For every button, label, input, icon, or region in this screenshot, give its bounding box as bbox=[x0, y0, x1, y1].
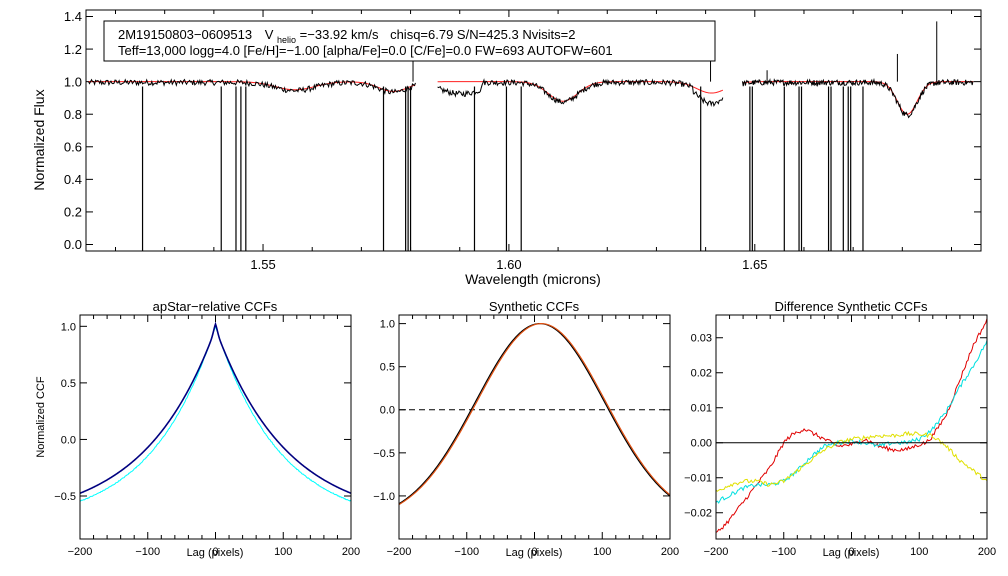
spectrum-xlabel: Wavelength (microns) bbox=[465, 271, 601, 287]
diff-series-yellow bbox=[715, 430, 988, 492]
synthetic-ccf-ytick-label: −0.5 bbox=[373, 448, 395, 460]
spectrum-ytick-label: 0.2 bbox=[64, 205, 82, 220]
apstar-ccf-xtick-label: 100 bbox=[274, 546, 292, 558]
apstar-ccf-xlabel: Lag (pixels) bbox=[187, 547, 244, 559]
ccf-series-synthetic-B bbox=[398, 323, 671, 506]
synthetic-ccf-ytick-label: 0.0 bbox=[380, 405, 395, 417]
model-spectrum-chip-1 bbox=[88, 81, 416, 92]
difference-ccf-ytick-label: 0.01 bbox=[691, 403, 712, 415]
annotation-box bbox=[103, 20, 716, 62]
synthetic-ccf-panel: Synthetic CCFs Lag (pixels) −200 −100 0 100… bbox=[373, 299, 679, 559]
synthetic-ccf-ytick-label: 1.0 bbox=[380, 319, 395, 331]
synthetic-ccf-ytick-label: −1.0 bbox=[373, 491, 395, 503]
vhelio-subscript: helio bbox=[277, 35, 296, 45]
apstar-ccf-title: apStar−relative CCFs bbox=[153, 299, 278, 314]
observed-spectrum-chip-3 bbox=[742, 77, 974, 119]
spectrum-ytick-label: 0.6 bbox=[64, 139, 82, 154]
synthetic-ccf-data bbox=[398, 323, 671, 506]
apstar-ccf-xtick-label: −200 bbox=[68, 546, 93, 558]
diff-series-red bbox=[715, 318, 988, 533]
annotation-line-1: 2M19150803−0609513 V helio =−33.92 km/s … bbox=[118, 27, 575, 46]
spectrum-annotation: 2M19150803−0609513 V helio =−33.92 km/s … bbox=[103, 20, 716, 62]
synthetic-ccf-frame bbox=[398, 314, 671, 540]
apstar-ccf-panel: apStar−relative CCFs Normalized CCF Lag … bbox=[35, 299, 360, 559]
apstar-ccf-frame bbox=[79, 314, 352, 540]
apstar-ccf-ytick-label: −0.5 bbox=[54, 491, 76, 503]
synthetic-ccf-title: Synthetic CCFs bbox=[489, 299, 580, 314]
synthetic-ccf-xtick-label: −200 bbox=[387, 546, 412, 558]
spectrum-ytick-label: 1.4 bbox=[64, 9, 82, 24]
difference-ccf-ytick-label: 0.02 bbox=[691, 368, 712, 380]
apstar-ccf-ytick-label: 1.0 bbox=[61, 321, 76, 333]
apstar-ccf-data bbox=[79, 321, 352, 502]
apstar-ccf-xtick-label: 0 bbox=[212, 546, 218, 558]
spectrum-xtick-label: 1.60 bbox=[496, 257, 521, 272]
difference-ccf-ytick-label: −0.02 bbox=[684, 508, 712, 520]
difference-ccf-xtick-label: 100 bbox=[910, 546, 928, 558]
spectrum-xtick-label: 1.55 bbox=[250, 257, 275, 272]
difference-ccf-data bbox=[715, 318, 988, 533]
apstar-ccf-ytick-label: 0.5 bbox=[61, 378, 76, 390]
model-spectrum-chip-3 bbox=[742, 81, 974, 115]
spectrum-panel: Normalized Flux Wavelength (microns) 1.5… bbox=[31, 9, 982, 287]
synthetic-ccf-ticks: −200 −100 0 100 200 −1.0 −0.5 0.0 0.5 1.0 bbox=[373, 315, 679, 558]
ccf-series-visit-1 bbox=[79, 325, 352, 502]
ccf-series-visit-2 bbox=[79, 321, 352, 494]
ccf-series-synthetic-A bbox=[398, 323, 671, 505]
spectrum-ylabel: Normalized Flux bbox=[31, 89, 47, 190]
difference-ccf-xlabel: Lag (pixels) bbox=[823, 547, 880, 559]
spectrum-xtick-label: 1.65 bbox=[742, 257, 767, 272]
vhelio-symbol: V bbox=[265, 27, 274, 42]
apstar-ccf-xtick-label: −100 bbox=[135, 546, 160, 558]
difference-ccf-xtick-label: −100 bbox=[771, 546, 796, 558]
spectrum-plot-frame bbox=[85, 9, 982, 252]
synthetic-ccf-xlabel: Lag (pixels) bbox=[506, 547, 563, 559]
apstar-ccf-ylabel: Normalized CCF bbox=[35, 376, 47, 458]
synthetic-ccf-ytick-label: 0.5 bbox=[380, 362, 395, 374]
spectrum-ytick-label: 0.4 bbox=[64, 172, 82, 187]
annotation-line-2: Teff=13,000 logg=4.0 [Fe/H]=−1.00 [alpha… bbox=[118, 43, 613, 58]
difference-ccf-ticks: −200 −100 0 100 200 −0.02 −0.01 0.00 0.01 0.02 0.0… bbox=[684, 315, 996, 558]
spectrum-data bbox=[88, 21, 974, 251]
synthetic-ccf-xtick-label: 100 bbox=[593, 546, 611, 558]
difference-ccf-title: Difference Synthetic CCFs bbox=[775, 299, 928, 314]
synthetic-ccf-xtick-label: −100 bbox=[454, 546, 479, 558]
apstar-ccf-xtick-label: 200 bbox=[342, 546, 360, 558]
difference-ccf-ytick-label: −0.01 bbox=[684, 473, 712, 485]
difference-ccf-xtick-label: −200 bbox=[704, 546, 729, 558]
spectrum-ticks: 1.55 1.60 1.65 0.0 0.2 0.4 0.6 0.8 1.0 1.2 1.4 bbox=[64, 9, 981, 272]
observed-spectrum-chip-1 bbox=[88, 78, 416, 96]
difference-ccf-panel: Difference Synthetic CCFs Lag (pixels) −… bbox=[684, 299, 996, 559]
difference-ccf-xtick-label: 200 bbox=[978, 546, 996, 558]
difference-ccf-frame bbox=[715, 314, 988, 540]
vhelio-value: =−33.92 km/s bbox=[300, 27, 379, 42]
spectrum-ytick-label: 1.2 bbox=[64, 42, 82, 57]
synthetic-ccf-xtick-label: 0 bbox=[531, 546, 537, 558]
difference-ccf-xtick-label: 0 bbox=[848, 546, 854, 558]
spectrum-ytick-label: 0.8 bbox=[64, 107, 82, 122]
apstar-ccf-ytick-label: 0.0 bbox=[61, 434, 76, 446]
fit-stats: chisq=6.79 S/N=425.3 Nvisits=2 bbox=[390, 27, 575, 42]
spectrum-ytick-label: 1.0 bbox=[64, 74, 82, 89]
difference-ccf-ytick-label: 0.03 bbox=[691, 333, 712, 345]
spectrum-ytick-label: 0.0 bbox=[64, 237, 82, 252]
star-id: 2M19150803−0609513 bbox=[118, 27, 252, 42]
difference-ccf-ytick-label: 0.00 bbox=[691, 438, 712, 450]
observed-spectrum-chip-2 bbox=[437, 78, 724, 108]
diff-series-cyan bbox=[715, 340, 988, 504]
synthetic-ccf-xtick-label: 200 bbox=[661, 546, 679, 558]
